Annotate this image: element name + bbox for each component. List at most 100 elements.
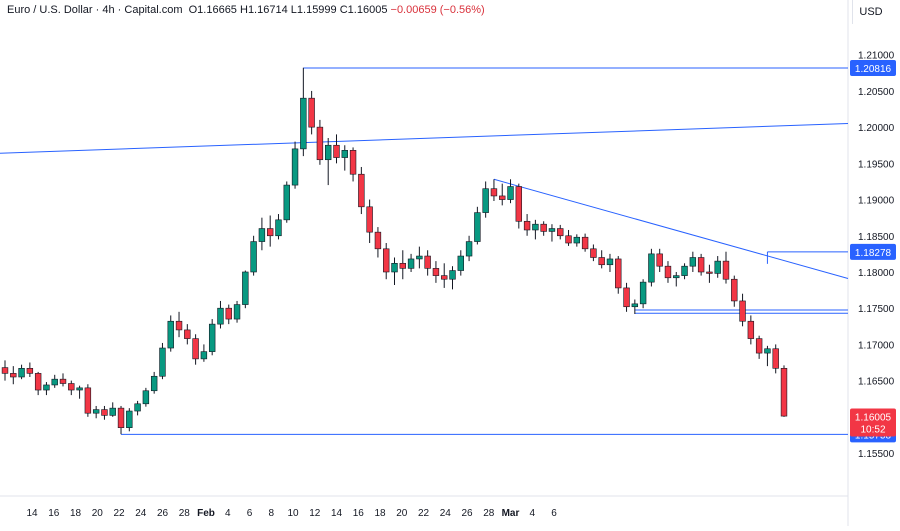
candle-body [731, 278, 738, 302]
candle-body [639, 281, 647, 305]
price-tick-label: 1.21000 [858, 51, 895, 62]
price-tick-label: 1.15500 [858, 449, 895, 460]
trendline[interactable] [493, 178, 849, 279]
candle-body [68, 383, 75, 391]
trendline[interactable] [0, 123, 849, 154]
candle-body [175, 320, 183, 331]
symbol-name[interactable]: Euro / U.S. Dollar [7, 4, 93, 16]
interval-label[interactable]: 4h [102, 4, 115, 16]
candle-body [424, 255, 431, 269]
candle-body [780, 368, 788, 417]
candle-body [581, 236, 589, 250]
drawing-layer[interactable] [0, 67, 849, 435]
candle-body [499, 195, 506, 200]
candle-body [490, 188, 498, 197]
candle-body [300, 97, 307, 150]
time-tick-label: 16 [48, 508, 60, 519]
time-tick-label: 28 [483, 508, 495, 519]
candle-body [374, 231, 382, 250]
price-tag-bg [850, 243, 896, 260]
time-tick-label: 16 [353, 508, 365, 519]
candle-body [26, 368, 34, 374]
candle-body [142, 390, 150, 405]
time-tick-label: 4 [529, 508, 535, 519]
candle-body [449, 270, 456, 280]
candle-body [573, 236, 581, 244]
time-tick-label: 6 [247, 508, 253, 519]
candle-body [697, 257, 705, 273]
candle-body [631, 303, 639, 308]
price-tick-label: 1.19000 [858, 196, 895, 207]
price-tag-label: 1.18278 [855, 248, 892, 259]
candle-body [159, 347, 166, 377]
price-tick-label: 1.16500 [858, 377, 895, 388]
data-source: Capital.com [124, 4, 183, 16]
candle-body [606, 258, 614, 266]
candle-body [681, 265, 688, 276]
candle-body [126, 410, 133, 428]
candle-body [184, 329, 191, 339]
candle-body [51, 378, 58, 386]
candle-body [648, 253, 655, 283]
open-value: O1.16665 [188, 4, 237, 16]
last-price-bg [850, 408, 896, 437]
currency-button[interactable]: USD [852, 0, 889, 24]
candle-body [399, 262, 406, 269]
time-tick-label: 18 [374, 508, 386, 519]
candle-body [548, 228, 556, 232]
price-tick-label: 1.17000 [858, 340, 895, 351]
candle-body [217, 307, 224, 325]
candle-body [615, 258, 622, 289]
time-scale[interactable]: 14 16 18 20 22 24 26 28 Feb 4 6 8 10 12 14 16 18 20 22 24 26… [26, 508, 557, 519]
candle-body [540, 223, 547, 232]
candle-body [358, 173, 365, 208]
candle-body [507, 186, 514, 200]
candle-body [722, 260, 730, 280]
candle-body [706, 271, 713, 274]
price-tick-label: 1.18500 [858, 232, 895, 243]
candle-body [242, 271, 249, 305]
time-tick-label: Mar [502, 508, 520, 519]
candle-body [432, 268, 440, 276]
candle-body [10, 373, 17, 378]
candle-body [457, 255, 464, 271]
candle-body [523, 220, 531, 231]
price-tag: 1.20816 [850, 60, 896, 77]
time-tick-label: 26 [157, 508, 169, 519]
candle-body [43, 384, 50, 391]
candle-body [590, 248, 597, 258]
time-tick-label: 14 [26, 508, 38, 519]
price-tick-label: 1.20500 [858, 87, 895, 98]
candle-body [407, 258, 415, 269]
candle-body [308, 97, 315, 128]
candle-body [225, 307, 232, 320]
candle-body [117, 407, 125, 428]
candle-body [18, 368, 25, 378]
candle-body [598, 257, 605, 266]
time-tick-label: 4 [225, 508, 231, 519]
candle-body [673, 275, 680, 279]
candle-body [233, 304, 241, 320]
candle-body [1, 367, 9, 374]
candle-body [333, 144, 340, 158]
candle-body [532, 223, 539, 231]
chart-header: Euro / U.S. Dollar · 4h · Capital.com O1… [7, 4, 485, 16]
candle-body [557, 228, 564, 237]
candle-body [76, 387, 83, 391]
countdown-label: 10:52 [860, 424, 885, 435]
time-tick-label: 22 [113, 508, 125, 519]
candle-body [291, 148, 299, 186]
candle-body [192, 338, 199, 360]
candle-body [689, 257, 697, 267]
candle-body [474, 212, 481, 242]
candle-body [656, 253, 663, 267]
candle-body [391, 262, 398, 273]
candle-body [341, 150, 348, 158]
last-price-label: 1.16005 [855, 412, 892, 423]
candle-body [349, 150, 357, 175]
candle-body [266, 228, 274, 237]
candle-body [325, 144, 332, 161]
